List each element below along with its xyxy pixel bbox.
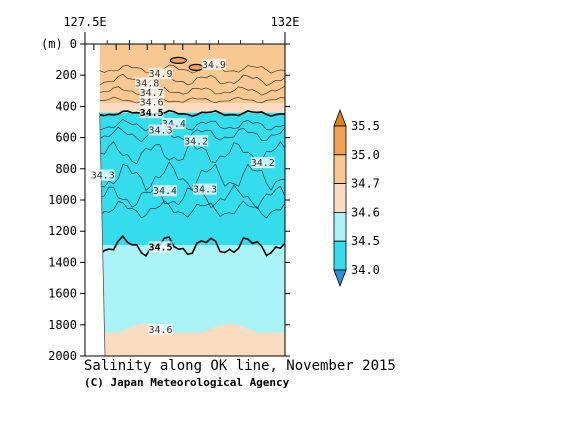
contour-label: 34.3 — [149, 125, 173, 136]
contour-label-bg — [148, 324, 173, 336]
colorbar-bin — [333, 240, 347, 271]
axes: 127.5E 132E 0 200 400 600 800 1000 1200 1400 1600 1… — [41, 15, 299, 363]
colorbar-bin — [333, 154, 347, 185]
x-tick-label: 132E — [271, 15, 300, 29]
contour-label: 34.6 — [140, 97, 164, 108]
colorbar-label: 34.7 — [351, 177, 380, 191]
contour-line — [99, 161, 286, 192]
y-tick-label: 1200 — [48, 224, 77, 238]
bottom-water-fill — [99, 323, 286, 356]
contour-label-bg — [184, 135, 209, 147]
y-tick-label: 2000 — [48, 349, 77, 363]
contour-label: 34.8 — [135, 79, 159, 90]
y-tick-label: 1000 — [48, 193, 77, 207]
colorbar-label: 34.0 — [351, 263, 380, 277]
colorbar-label: 35.0 — [351, 148, 380, 162]
contour-line — [99, 64, 286, 74]
contour-label: 34.7 — [140, 88, 164, 99]
y-tick-label: 1400 — [48, 255, 77, 269]
colorbar-label: 34.5 — [351, 234, 380, 248]
contour-label-bg — [139, 107, 164, 119]
y-tick-label: 0 — [70, 37, 77, 51]
colorbar-bin — [333, 211, 347, 242]
contour-line — [99, 96, 286, 104]
y-tick-label: 400 — [55, 99, 77, 113]
contour-label-bg — [148, 241, 173, 253]
contour-label-bg — [139, 96, 164, 108]
bathymetry-mask — [85, 44, 105, 356]
slope-line — [99, 112, 106, 357]
y-tick-label: 800 — [55, 162, 77, 176]
water-mass-deep — [99, 245, 286, 333]
colorbar-bin — [333, 183, 347, 213]
chart-credit: (C) Japan Meteorological Agency — [84, 376, 290, 389]
contour-label-bg — [90, 169, 115, 181]
contour-label-bg — [161, 118, 186, 130]
contour-label: 34.6 — [149, 325, 173, 336]
colorbar: 35.5 35.0 34.7 34.6 34.5 34.0 — [333, 108, 380, 288]
eddy-contour — [169, 56, 187, 64]
contour-label: 34.3 — [91, 171, 115, 182]
colorbar-bin — [333, 125, 347, 156]
contour-label-bg — [250, 157, 275, 169]
contour-line — [99, 184, 286, 210]
contour-label-bg — [153, 185, 177, 197]
contour-label: 34.4 — [153, 186, 177, 197]
contour-label: 34.2 — [251, 158, 275, 169]
colorbar-top-triangle — [333, 108, 347, 127]
water-mass-subsurface — [99, 103, 286, 113]
colorbar-label: 35.5 — [351, 119, 380, 133]
contour-line — [99, 86, 286, 96]
y-tick-label: 1800 — [48, 318, 77, 332]
contour-label: 34.5 — [140, 108, 164, 119]
colorbar-label: 34.6 — [351, 205, 380, 219]
contour-label-bg — [148, 124, 173, 136]
contour-label-bg — [148, 68, 173, 80]
contour-label: 34.4 — [162, 119, 186, 130]
water-mass-intermediate — [99, 112, 286, 246]
water-mass-upper — [99, 44, 286, 104]
y-tick-label: 200 — [55, 68, 77, 82]
contour-label-bg — [135, 77, 160, 89]
contour-line — [99, 200, 286, 219]
chart-title: Salinity along OK line, November 2015 — [84, 358, 396, 374]
contour-34-5-lower — [99, 234, 286, 258]
contour-line — [99, 74, 286, 86]
contour-line — [99, 126, 286, 143]
plot-area: 34.934.934.834.734.634.534.434.334.234.2… — [85, 44, 286, 357]
contour-label-bg — [193, 183, 217, 195]
contour-label: 34.9 — [149, 69, 173, 80]
colorbar-bottom-triangle — [333, 269, 347, 288]
x-tick-label: 127.5E — [63, 15, 106, 29]
contour-label-bg — [139, 86, 164, 98]
contour-label: 34.5 — [149, 242, 173, 253]
y-unit-label: (m) — [41, 37, 63, 51]
contour-label: 34.9 — [202, 60, 226, 71]
contour-label: 34.2 — [184, 136, 208, 147]
contour-label: 34.3 — [193, 185, 217, 196]
y-tick-label: 600 — [55, 131, 77, 145]
contour-label-bg — [201, 58, 226, 70]
contour-line — [99, 119, 286, 132]
contour-34-5-upper — [99, 109, 286, 118]
y-tick-label: 1600 — [48, 287, 77, 301]
